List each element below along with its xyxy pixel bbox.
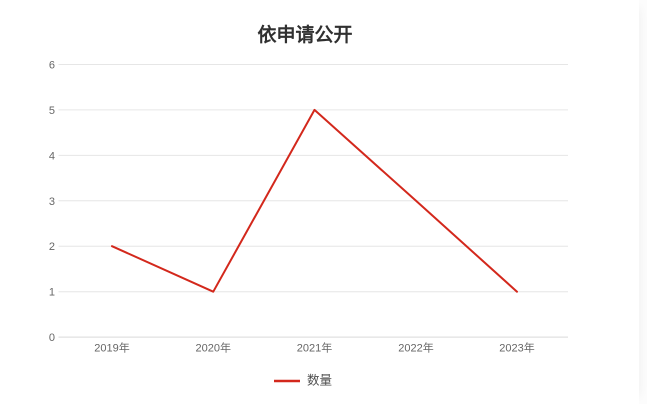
svg-text:2022年: 2022年 <box>398 341 433 355</box>
svg-text:4: 4 <box>49 150 55 162</box>
svg-text:2023年: 2023年 <box>499 341 534 355</box>
svg-text:0: 0 <box>49 332 55 344</box>
svg-text:依申请公开: 依申请公开 <box>257 23 352 46</box>
svg-text:数量: 数量 <box>307 373 332 388</box>
svg-text:1: 1 <box>49 287 55 299</box>
svg-text:6: 6 <box>49 60 55 72</box>
svg-text:2020年: 2020年 <box>196 341 231 355</box>
svg-text:2021年: 2021年 <box>297 341 332 355</box>
svg-text:3: 3 <box>49 196 55 208</box>
svg-text:2: 2 <box>49 241 55 253</box>
svg-text:2019年: 2019年 <box>94 341 129 355</box>
svg-text:5: 5 <box>49 105 55 117</box>
